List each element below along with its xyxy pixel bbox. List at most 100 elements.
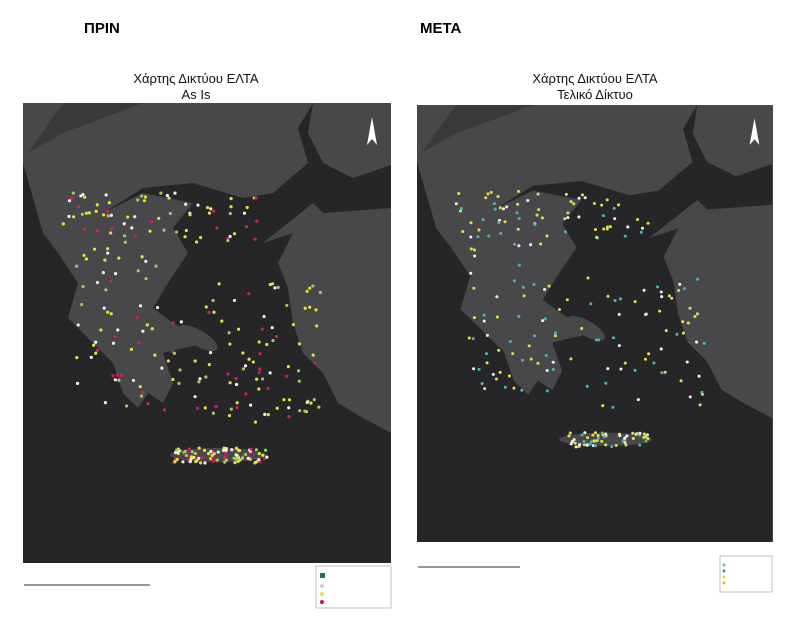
location-dot xyxy=(95,348,100,352)
location-dot xyxy=(67,214,71,219)
location-dot xyxy=(248,403,253,407)
location-dot xyxy=(129,347,134,351)
location-dot xyxy=(197,446,201,450)
location-dot xyxy=(241,351,245,355)
location-dot xyxy=(586,436,590,440)
location-dot xyxy=(133,234,138,239)
location-dot xyxy=(498,370,502,374)
location-dot xyxy=(82,253,86,257)
location-dot xyxy=(258,367,262,371)
location-dot xyxy=(569,357,573,361)
location-dot xyxy=(563,230,567,234)
location-dot xyxy=(135,315,139,320)
location-dot xyxy=(480,382,484,386)
location-dot xyxy=(540,216,544,220)
location-dot xyxy=(606,294,610,298)
location-dot xyxy=(686,321,690,325)
location-dot xyxy=(263,412,267,416)
location-dot xyxy=(155,305,160,310)
location-dot xyxy=(265,455,269,459)
location-dot xyxy=(184,228,188,233)
location-dot xyxy=(580,193,585,197)
location-dot xyxy=(244,392,248,396)
location-dot xyxy=(487,234,491,238)
location-dot xyxy=(260,327,264,331)
location-dot xyxy=(297,342,302,346)
location-dot xyxy=(491,372,495,376)
location-dot xyxy=(592,439,596,443)
location-dot xyxy=(203,406,207,410)
location-dot xyxy=(223,455,227,459)
location-dot xyxy=(202,448,207,452)
location-dot xyxy=(667,294,671,298)
location-dot xyxy=(145,323,149,327)
location-dot xyxy=(199,461,203,465)
location-dot xyxy=(111,341,116,345)
location-dot xyxy=(255,377,259,381)
location-dot xyxy=(486,192,490,196)
location-dot xyxy=(270,326,274,330)
location-dot xyxy=(209,457,213,461)
location-dot xyxy=(477,367,481,371)
location-dot xyxy=(656,285,660,289)
location-dot xyxy=(268,282,272,287)
location-dot xyxy=(234,457,238,461)
location-dot xyxy=(184,453,188,458)
location-dot xyxy=(205,205,210,210)
location-dot xyxy=(138,385,142,389)
location-dot xyxy=(532,334,537,338)
location-dot xyxy=(234,382,239,387)
location-dot xyxy=(257,340,261,344)
location-dot xyxy=(111,374,115,378)
location-dot xyxy=(245,205,249,210)
location-dot xyxy=(702,341,706,345)
location-dot xyxy=(457,191,461,196)
location-dot xyxy=(214,404,218,409)
location-dot xyxy=(115,373,120,377)
location-dot xyxy=(638,443,642,447)
location-dot xyxy=(285,374,289,378)
location-dot xyxy=(611,336,616,340)
location-dot xyxy=(105,247,110,251)
location-dot xyxy=(693,315,697,319)
location-dot xyxy=(189,455,194,459)
location-dot xyxy=(308,305,312,309)
location-dot xyxy=(124,404,129,408)
location-dot xyxy=(253,237,257,241)
location-dot xyxy=(495,315,499,319)
location-dot xyxy=(543,287,547,292)
location-dot xyxy=(516,202,520,206)
location-dot xyxy=(532,283,536,287)
location-dot xyxy=(642,288,646,292)
location-dot xyxy=(675,332,679,336)
location-dot xyxy=(167,196,171,200)
legend xyxy=(315,555,773,609)
location-dot xyxy=(652,361,656,365)
location-dot xyxy=(187,447,191,451)
location-dot xyxy=(136,269,140,273)
location-dot xyxy=(469,247,473,251)
location-dot xyxy=(613,299,617,303)
location-dot xyxy=(240,456,245,460)
location-dot xyxy=(89,355,93,359)
location-dot xyxy=(539,242,543,246)
location-dot xyxy=(593,444,597,448)
location-dot xyxy=(600,431,604,435)
location-dot xyxy=(614,443,618,447)
location-dot xyxy=(481,218,485,222)
location-dot xyxy=(174,230,179,234)
location-dot xyxy=(106,251,110,255)
location-dot xyxy=(257,451,261,456)
location-dot xyxy=(95,203,99,207)
location-dot xyxy=(544,354,548,358)
north-arrow xyxy=(749,118,760,145)
location-dot xyxy=(612,206,616,210)
location-dot xyxy=(545,234,549,238)
location-dot xyxy=(221,448,226,452)
location-dot xyxy=(241,367,246,371)
location-dot xyxy=(83,227,87,231)
location-dot xyxy=(471,337,475,341)
location-dot xyxy=(482,319,486,323)
map-after xyxy=(417,105,773,542)
location-dot xyxy=(643,312,648,317)
